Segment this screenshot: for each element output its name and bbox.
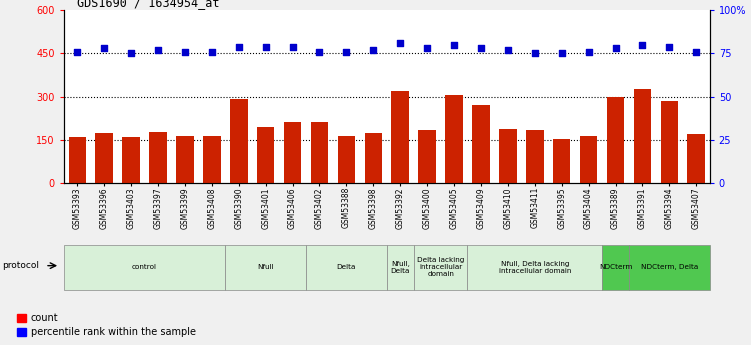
Text: Delta lacking
intracellular
domain: Delta lacking intracellular domain bbox=[417, 257, 464, 277]
Point bbox=[636, 42, 648, 48]
Bar bbox=[472, 105, 490, 183]
Bar bbox=[602, 245, 629, 290]
Text: Nfull, Delta lacking
intracellular domain: Nfull, Delta lacking intracellular domai… bbox=[499, 261, 571, 274]
Point bbox=[556, 51, 568, 56]
Point bbox=[690, 49, 702, 55]
Bar bbox=[553, 139, 571, 183]
Bar bbox=[526, 130, 544, 183]
Bar bbox=[338, 136, 355, 183]
Bar bbox=[364, 133, 382, 183]
Bar bbox=[414, 245, 467, 290]
Bar bbox=[445, 95, 463, 183]
Point bbox=[448, 42, 460, 48]
Bar bbox=[64, 245, 225, 290]
Point bbox=[663, 44, 675, 49]
Bar bbox=[391, 91, 409, 183]
Point bbox=[313, 49, 325, 55]
Point bbox=[125, 51, 137, 56]
Bar bbox=[634, 89, 651, 183]
Text: GDS1690 / 1634954_at: GDS1690 / 1634954_at bbox=[77, 0, 219, 9]
Bar bbox=[203, 136, 221, 183]
Bar bbox=[580, 136, 597, 183]
Text: NDCterm, Delta: NDCterm, Delta bbox=[641, 264, 698, 270]
Bar bbox=[687, 134, 705, 183]
Point bbox=[98, 46, 110, 51]
Text: Nfull,
Delta: Nfull, Delta bbox=[391, 261, 410, 274]
Point bbox=[475, 46, 487, 51]
Bar bbox=[387, 245, 414, 290]
Point bbox=[421, 46, 433, 51]
Bar bbox=[499, 129, 517, 183]
Point bbox=[502, 47, 514, 53]
Point bbox=[71, 49, 83, 55]
Bar bbox=[418, 130, 436, 183]
Text: NDCterm: NDCterm bbox=[599, 264, 632, 270]
Point bbox=[529, 51, 541, 56]
Point bbox=[340, 49, 352, 55]
Bar bbox=[467, 245, 602, 290]
Bar bbox=[176, 136, 194, 183]
Text: Nfull: Nfull bbox=[258, 264, 274, 270]
Bar bbox=[306, 245, 387, 290]
Point bbox=[260, 44, 272, 49]
Point bbox=[394, 40, 406, 46]
Point bbox=[206, 49, 218, 55]
Bar bbox=[149, 132, 167, 183]
Point bbox=[583, 49, 595, 55]
Point bbox=[233, 44, 245, 49]
Legend: count, percentile rank within the sample: count, percentile rank within the sample bbox=[17, 313, 196, 337]
Point bbox=[610, 46, 622, 51]
Bar bbox=[284, 122, 301, 183]
Bar bbox=[230, 99, 248, 183]
Bar bbox=[95, 132, 113, 183]
Bar bbox=[607, 97, 624, 183]
Text: control: control bbox=[132, 264, 157, 270]
Point bbox=[287, 44, 299, 49]
Bar bbox=[661, 101, 678, 183]
Bar bbox=[257, 127, 274, 183]
Text: Delta: Delta bbox=[336, 264, 356, 270]
Bar bbox=[311, 122, 328, 183]
Point bbox=[179, 49, 191, 55]
Point bbox=[367, 47, 379, 53]
Bar bbox=[68, 137, 86, 183]
Point bbox=[152, 47, 164, 53]
Bar bbox=[225, 245, 306, 290]
Bar bbox=[122, 137, 140, 183]
Bar bbox=[629, 245, 710, 290]
Text: protocol: protocol bbox=[2, 261, 39, 270]
